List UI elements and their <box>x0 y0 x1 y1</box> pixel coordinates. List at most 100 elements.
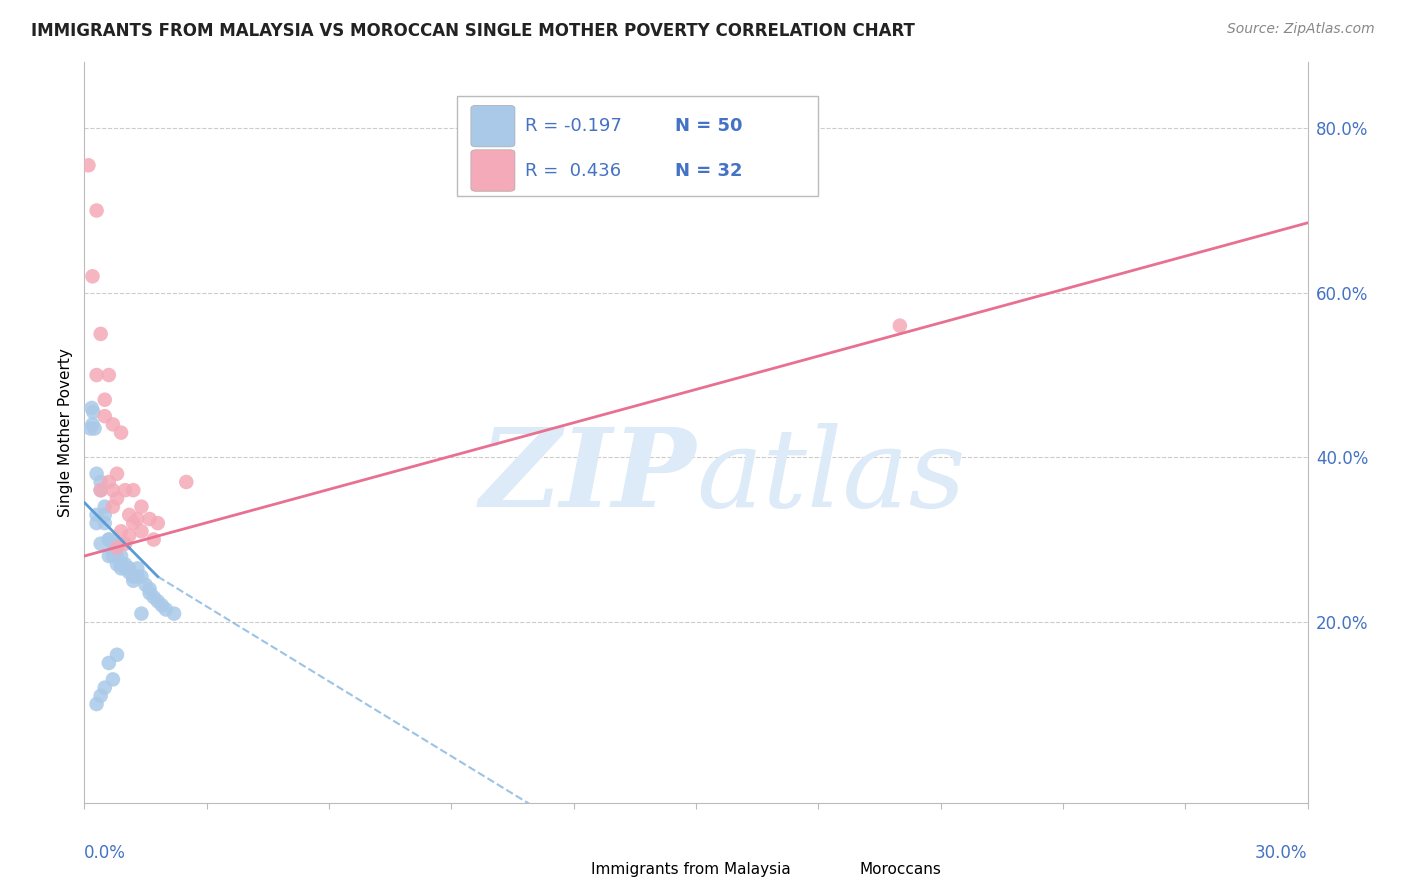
Point <box>163 607 186 621</box>
Point <box>90 475 112 489</box>
FancyBboxPatch shape <box>544 853 581 887</box>
Point <box>105 536 128 550</box>
Point <box>138 582 160 596</box>
Text: Source: ZipAtlas.com: Source: ZipAtlas.com <box>1227 22 1375 37</box>
Point <box>93 500 115 514</box>
Point <box>146 516 169 530</box>
Y-axis label: Single Mother Poverty: Single Mother Poverty <box>58 348 73 517</box>
Point <box>131 569 153 583</box>
Point <box>105 558 128 572</box>
Point <box>101 483 124 498</box>
Point <box>114 561 136 575</box>
Text: IMMIGRANTS FROM MALAYSIA VS MOROCCAN SINGLE MOTHER POVERTY CORRELATION CHART: IMMIGRANTS FROM MALAYSIA VS MOROCCAN SIN… <box>31 22 915 40</box>
Point <box>131 524 153 539</box>
Point <box>86 203 108 218</box>
Point <box>122 569 145 583</box>
Text: Moroccans: Moroccans <box>860 862 942 877</box>
Text: ZIP: ZIP <box>479 424 696 531</box>
Point <box>82 269 104 284</box>
Point <box>97 656 120 670</box>
Point <box>90 689 112 703</box>
Text: N = 50: N = 50 <box>675 117 742 135</box>
Point <box>86 508 108 522</box>
Point <box>105 648 128 662</box>
Text: atlas: atlas <box>696 424 966 531</box>
Point <box>142 590 165 604</box>
Point <box>90 536 112 550</box>
Point <box>110 561 132 575</box>
Point <box>90 483 112 498</box>
Point <box>93 409 115 424</box>
Point <box>97 475 120 489</box>
Point <box>101 417 124 432</box>
FancyBboxPatch shape <box>471 105 515 147</box>
Point <box>135 578 157 592</box>
Point <box>93 516 115 530</box>
Text: Immigrants from Malaysia: Immigrants from Malaysia <box>591 862 790 877</box>
Point <box>114 558 136 572</box>
Point <box>174 475 197 489</box>
Point <box>86 697 108 711</box>
Point <box>105 549 128 563</box>
Text: R =  0.436: R = 0.436 <box>524 161 621 179</box>
Point <box>122 516 145 530</box>
FancyBboxPatch shape <box>457 95 818 195</box>
Point <box>101 673 124 687</box>
Point <box>127 561 149 575</box>
Point <box>146 594 169 608</box>
Point <box>90 326 112 341</box>
Text: 30.0%: 30.0% <box>1256 844 1308 862</box>
Point <box>79 421 101 435</box>
Point <box>122 483 145 498</box>
Point <box>82 405 104 419</box>
Point <box>138 512 160 526</box>
Point <box>114 536 136 550</box>
Point <box>97 533 120 547</box>
Point <box>155 602 177 616</box>
Point <box>101 500 124 514</box>
Point <box>118 566 141 580</box>
Point <box>97 533 120 547</box>
Point <box>101 549 124 563</box>
Point <box>82 417 104 432</box>
Point <box>150 599 173 613</box>
Point <box>131 607 153 621</box>
Point <box>118 561 141 575</box>
Point <box>110 549 132 563</box>
Point <box>138 586 160 600</box>
Point <box>93 681 115 695</box>
Point <box>86 467 108 481</box>
FancyBboxPatch shape <box>471 150 515 191</box>
Point <box>110 558 132 572</box>
Point <box>110 524 132 539</box>
Point <box>118 508 141 522</box>
Point <box>105 467 128 481</box>
Point <box>80 401 103 415</box>
Point <box>142 533 165 547</box>
Point <box>93 392 115 407</box>
Text: N = 32: N = 32 <box>675 161 742 179</box>
Point <box>77 158 100 172</box>
Point <box>127 512 149 526</box>
FancyBboxPatch shape <box>814 853 851 887</box>
Point <box>105 541 128 555</box>
Point <box>86 368 108 382</box>
Point <box>97 549 120 563</box>
Point <box>131 500 153 514</box>
Point <box>93 508 115 522</box>
Point <box>101 545 124 559</box>
Point <box>101 536 124 550</box>
Point <box>127 569 149 583</box>
Point <box>90 483 112 498</box>
Point <box>105 491 128 506</box>
Point <box>86 516 108 530</box>
Point <box>122 574 145 588</box>
Point <box>889 318 911 333</box>
Point <box>97 368 120 382</box>
Point <box>114 483 136 498</box>
Point <box>110 425 132 440</box>
Point <box>83 421 105 435</box>
Point <box>118 528 141 542</box>
Text: R = -0.197: R = -0.197 <box>524 117 621 135</box>
Text: 0.0%: 0.0% <box>84 844 127 862</box>
